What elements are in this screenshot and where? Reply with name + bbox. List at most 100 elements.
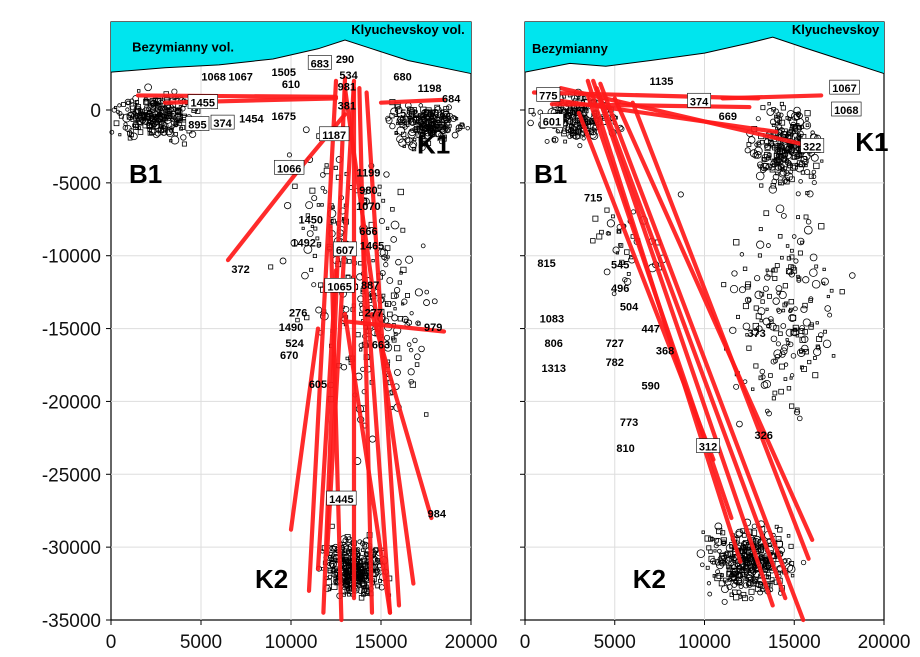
event-marker [742, 533, 747, 538]
event-marker [771, 580, 775, 584]
event-marker [742, 544, 747, 548]
event-marker [774, 354, 781, 360]
segment-label: 670 [280, 350, 298, 362]
structure-segment [342, 311, 393, 615]
event-marker [762, 567, 768, 573]
structure-segment [357, 86, 375, 615]
event-marker [823, 329, 828, 334]
event-marker [760, 381, 769, 389]
event-marker [623, 277, 632, 286]
event-marker [442, 134, 447, 139]
event-marker [407, 117, 412, 122]
event-marker [343, 554, 350, 560]
event-marker [123, 122, 128, 127]
event-marker [305, 201, 314, 210]
y-tick-label: -15000 [42, 320, 101, 341]
event-marker [301, 271, 309, 280]
event-marker [150, 102, 155, 108]
event-marker [755, 325, 763, 333]
event-marker [766, 108, 775, 116]
event-marker [397, 280, 402, 285]
event-marker [762, 285, 769, 292]
event-marker [795, 111, 802, 117]
event-marker [343, 545, 352, 554]
event-marker [771, 396, 776, 401]
event-marker [603, 268, 611, 276]
event-marker [592, 215, 599, 222]
segment-label-box [829, 79, 860, 95]
structure-segment [612, 96, 815, 542]
event-marker [720, 573, 724, 577]
event-marker [577, 143, 583, 149]
x-tick-label: 10000 [678, 632, 731, 653]
event-marker [780, 154, 788, 162]
event-marker [575, 126, 582, 133]
event-marker [313, 226, 318, 231]
segment-label: 1508 [421, 108, 445, 120]
event-marker [372, 553, 376, 558]
event-marker [408, 142, 417, 151]
event-marker [771, 158, 776, 163]
event-marker [329, 545, 336, 552]
event-marker [394, 106, 403, 114]
event-marker [812, 372, 819, 379]
segment-label-box [319, 126, 350, 142]
event-marker [385, 115, 391, 122]
event-marker [383, 171, 390, 178]
structure-segment [297, 112, 348, 171]
event-marker [760, 162, 769, 172]
structure-segment [720, 93, 824, 101]
segment-label: 1068 [201, 71, 225, 83]
event-marker [799, 325, 806, 331]
event-marker [606, 219, 615, 228]
event-marker [137, 119, 143, 125]
event-marker [144, 83, 152, 92]
event-marker [381, 198, 386, 203]
event-marker [406, 342, 412, 347]
segment-label: 1490 [279, 322, 303, 334]
segment-label: 1068 [834, 105, 858, 117]
event-marker [715, 569, 721, 575]
event-marker [402, 144, 406, 148]
event-marker [400, 266, 407, 273]
event-marker [805, 219, 812, 225]
event-marker [408, 120, 412, 124]
event-marker [286, 152, 292, 158]
event-marker [567, 134, 573, 140]
event-marker [347, 259, 352, 264]
event-marker [323, 189, 328, 194]
event-marker [111, 107, 117, 113]
event-marker [415, 320, 421, 326]
event-marker [427, 124, 432, 128]
event-marker [413, 125, 419, 131]
event-marker [440, 108, 449, 117]
event-marker [570, 134, 574, 138]
event-marker [328, 574, 333, 579]
event-marker [413, 137, 417, 142]
event-marker [420, 243, 426, 249]
segment-label-box [324, 278, 355, 293]
event-marker [136, 89, 141, 93]
event-marker [800, 559, 807, 566]
event-marker [786, 386, 792, 391]
event-marker [441, 116, 449, 124]
event-marker [401, 315, 409, 324]
event-marker [446, 112, 454, 120]
event-marker [759, 183, 764, 188]
structure-segment [369, 311, 434, 521]
event-marker [746, 554, 753, 561]
event-marker [822, 281, 826, 285]
cluster-label: K2 [633, 564, 666, 594]
event-marker [295, 317, 300, 323]
event-marker [766, 538, 772, 544]
event-marker [806, 190, 814, 198]
event-marker [785, 338, 789, 342]
event-marker [425, 113, 434, 122]
event-marker [813, 356, 817, 360]
event-marker [173, 132, 178, 137]
event-marker [756, 161, 764, 168]
event-marker [808, 298, 813, 303]
event-marker [756, 141, 762, 148]
event-marker [163, 114, 167, 118]
event-marker [422, 140, 427, 146]
